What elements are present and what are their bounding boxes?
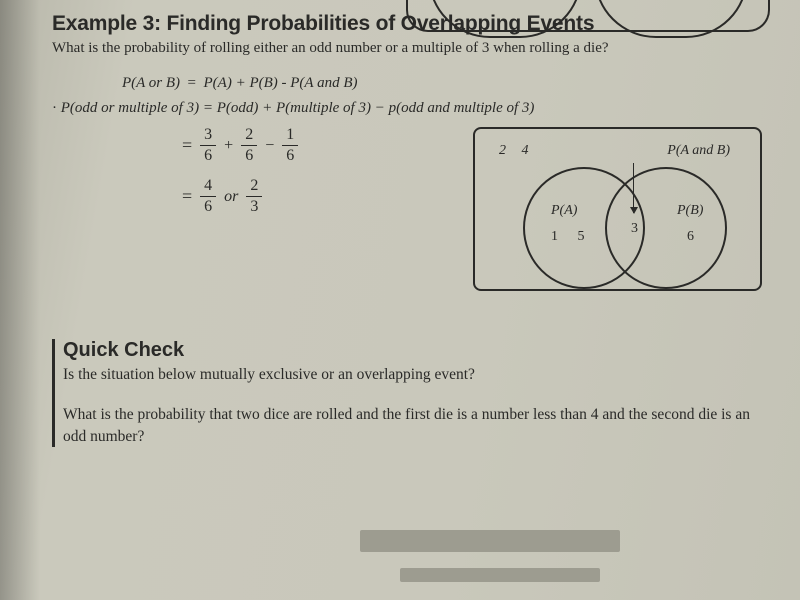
textbook-page: Example 3: Finding Probabilities of Over… xyxy=(0,0,800,447)
example-question: What is the probability of rolling eithe… xyxy=(52,40,772,57)
venn-b-label: P(B) xyxy=(677,203,703,219)
applied-rhs: P(odd) + P(multiple of 3) − p(odd and mu… xyxy=(217,100,535,116)
page-shadow-bar xyxy=(400,568,600,582)
venn-intersection-label: P(A and B) xyxy=(667,143,730,159)
venn-b-values: 6 xyxy=(687,229,694,245)
quick-check-section: Quick Check Is the situation below mutua… xyxy=(52,339,772,447)
venn-a-label: P(A) xyxy=(551,203,577,219)
venn-outside-values: 2 4 xyxy=(499,143,535,159)
formula-rhs: P(A) + P(B) - P(A and B) xyxy=(204,75,358,91)
quick-check-prompt: Is the situation below mutually exclusiv… xyxy=(63,366,772,384)
page-shadow-bar xyxy=(360,530,620,552)
applied-lhs: P(odd or multiple of 3) xyxy=(61,100,199,117)
venn-mid-value: 3 xyxy=(631,221,638,237)
computation-steps: = 36 + 26 − 16 = 46 or 23 xyxy=(182,127,298,229)
general-formula: P(A or B) = P(A) + P(B) - P(A and B) xyxy=(122,75,772,92)
venn-diagram: 2 4 P(A and B) P(A) P(B) 1 5 3 6 xyxy=(473,127,762,291)
applied-formula: · P(odd or multiple of 3) = P(odd) + P(m… xyxy=(52,100,772,117)
venn-a-values: 1 5 xyxy=(551,229,593,245)
formula-lhs: P(A or B) xyxy=(122,75,180,91)
example-title: Example 3: Finding Probabilities of Over… xyxy=(52,12,772,36)
step-2: = 46 or 23 xyxy=(182,178,298,215)
quick-check-heading: Quick Check xyxy=(63,339,772,362)
quick-check-question: What is the probability that two dice ar… xyxy=(63,404,772,447)
step-1: = 36 + 26 − 16 xyxy=(182,127,298,164)
venn-circle-b xyxy=(605,167,727,289)
